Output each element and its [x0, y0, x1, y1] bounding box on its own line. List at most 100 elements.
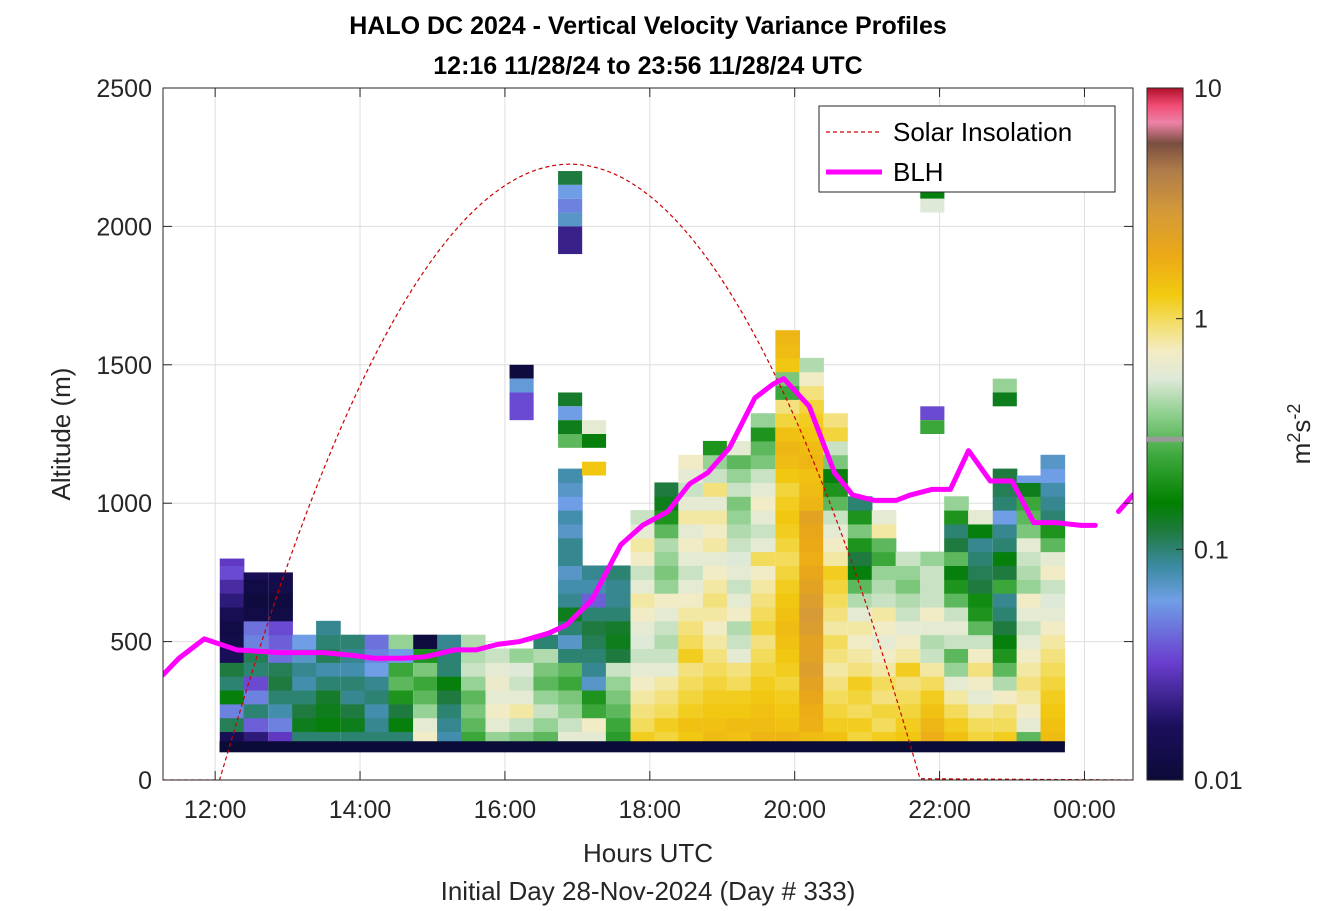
- heatmap-cell: [775, 690, 801, 705]
- x-axis-sublabel: Initial Day 28-Nov-2024 (Day # 333): [441, 876, 856, 906]
- heatmap-cell: [702, 510, 728, 525]
- heatmap-cell: [823, 427, 848, 442]
- heatmap-cell: [219, 607, 245, 622]
- heatmap-cell: [364, 703, 390, 719]
- colorbar-tick-label: 0.01: [1194, 767, 1243, 795]
- x-axis-label: Hours UTC: [583, 838, 713, 868]
- heatmap-cell: [992, 717, 1018, 733]
- heatmap-cell: [678, 703, 703, 719]
- heatmap-cell: [823, 607, 848, 622]
- heatmap-cell: [1040, 648, 1066, 663]
- heatmap-cell: [558, 593, 583, 608]
- heatmap-cell: [726, 690, 752, 705]
- heatmap-cell: [823, 703, 848, 719]
- heatmap-cell: [581, 634, 607, 650]
- heatmap-cell: [920, 565, 945, 580]
- heatmap-cell: [775, 717, 801, 733]
- colorbar-label-exp2: -2: [1284, 404, 1304, 420]
- heatmap-cell: [654, 717, 680, 733]
- heatmap-cell: [775, 676, 801, 691]
- heatmap-cell: [1016, 523, 1042, 539]
- heatmap-cell: [654, 482, 680, 497]
- heatmap-cell: [558, 565, 583, 580]
- heatmap-cell: [847, 537, 873, 553]
- heatmap-cell: [920, 620, 945, 636]
- heatmap-cell: [1016, 475, 1042, 483]
- heatmap-cell: [750, 468, 776, 483]
- heatmap-cell: [437, 662, 462, 677]
- colorbar-tick-label: 10: [1194, 75, 1222, 103]
- y-axis-label: Altitude (m): [46, 368, 76, 501]
- heatmap-cell: [726, 523, 752, 539]
- heatmap-cell: [630, 703, 656, 719]
- heatmap-cell: [702, 496, 728, 511]
- heatmap-cell: [920, 634, 945, 650]
- heatmap-cell: [871, 565, 897, 580]
- colorbar-gradient: [1146, 87, 1184, 781]
- colorbar-label-base: m: [1286, 443, 1316, 465]
- heatmap-cell: [630, 551, 656, 566]
- heatmap-cell: [678, 662, 703, 677]
- heatmap-cell: [726, 607, 752, 622]
- heatmap-cell: [558, 579, 583, 594]
- heatmap-cell: [1040, 676, 1066, 691]
- heatmap-cell: [992, 676, 1018, 691]
- heatmap-cell: [920, 551, 945, 566]
- heatmap-cell: [581, 434, 607, 448]
- heatmap-cell: [992, 378, 1017, 393]
- heatmap-cell: [340, 717, 366, 733]
- heatmap-cell: [581, 676, 607, 691]
- heatmap-cell: [920, 406, 945, 421]
- heatmap-cell: [654, 662, 680, 677]
- heatmap-cell: [750, 634, 776, 650]
- heatmap-cell: [920, 703, 945, 719]
- heatmap-cell: [630, 634, 656, 650]
- heatmap-cell: [920, 607, 945, 622]
- heatmap-cell: [243, 703, 269, 719]
- heatmap-cell: [750, 703, 776, 719]
- heatmap-cell: [316, 620, 341, 636]
- heatmap-cell: [558, 482, 583, 497]
- heatmap-cell: [654, 565, 680, 580]
- heatmap-cell: [968, 551, 993, 566]
- heatmap-cell: [678, 593, 703, 608]
- heatmap-cell: [992, 392, 1017, 407]
- heatmap-cell: [775, 482, 801, 497]
- heatmap-cell: [678, 579, 703, 594]
- heatmap-cell: [726, 620, 752, 636]
- heatmap-cell: [823, 496, 848, 511]
- heatmap-cell: [726, 717, 752, 733]
- heatmap-cell: [702, 607, 728, 622]
- heatmap-cell: [775, 620, 801, 636]
- heatmap-cell: [654, 648, 680, 663]
- chart-title: HALO DC 2024 - Vertical Velocity Varianc…: [349, 12, 947, 40]
- heatmap-cell: [654, 703, 680, 719]
- heatmap-cell: [388, 717, 414, 733]
- heatmap-cell: [847, 690, 873, 705]
- heatmap-cell: [726, 593, 752, 608]
- heatmap-cell: [1016, 537, 1042, 553]
- heatmap-cell: [437, 703, 462, 719]
- heatmap-cell: [243, 607, 269, 622]
- heatmap-cell: [992, 648, 1018, 663]
- heatmap-cell: [799, 620, 824, 636]
- x-axis-ticks: 12:00 14:00 16:00 18:00 20:00 22:00 00:00: [184, 88, 1116, 824]
- heatmap-cell: [485, 717, 511, 733]
- heatmap-cell: [558, 648, 583, 663]
- legend-box: [818, 105, 1116, 193]
- heatmap-cell: [558, 510, 583, 525]
- heatmap-cell: [726, 662, 752, 677]
- heatmap-cell: [678, 717, 703, 733]
- plot-frame: [162, 87, 1134, 781]
- heatmap-cell: [726, 565, 752, 580]
- heatmap-cell: [920, 593, 945, 608]
- heatmap-cell: [364, 676, 390, 691]
- x-tick-label: 14:00: [329, 796, 392, 824]
- heatmap-cell: [799, 357, 824, 373]
- heatmap-cell: [775, 454, 801, 470]
- heatmap-cell: [944, 662, 969, 677]
- heatmap-cell: [1040, 593, 1066, 608]
- heatmap-cell: [581, 461, 607, 476]
- heatmap-cell: [485, 676, 511, 691]
